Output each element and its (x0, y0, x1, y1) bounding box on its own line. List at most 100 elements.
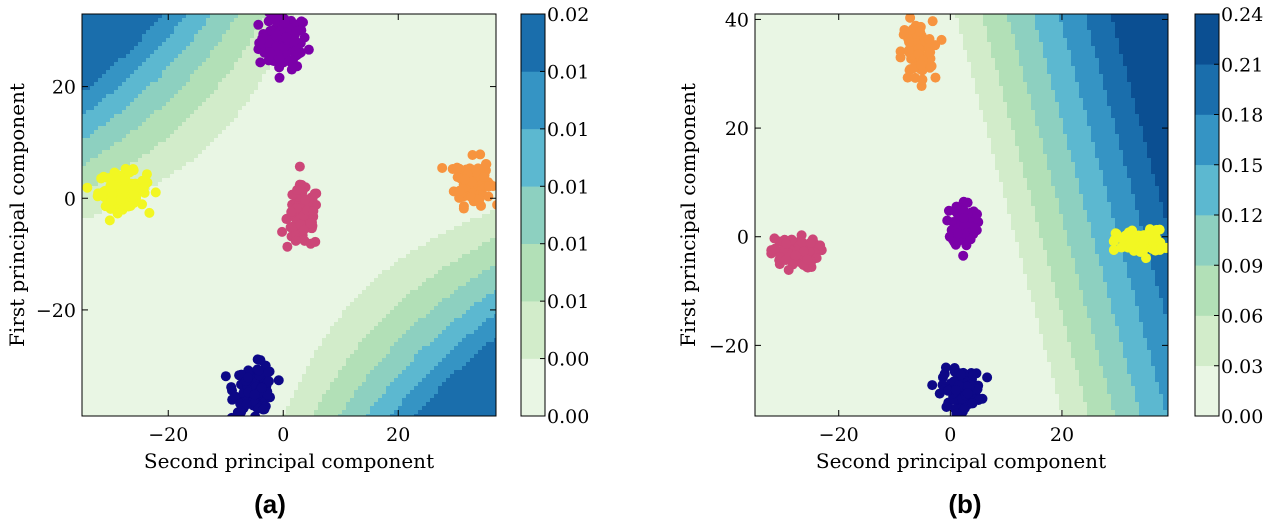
y-tick-label: −20 (36, 300, 76, 322)
y-tick-label: 20 (725, 118, 749, 140)
colorbar-segment (1195, 64, 1219, 115)
data-point (123, 201, 134, 212)
data-point (220, 371, 231, 382)
ticks-a: −20 0 20 −20 0 20 (36, 14, 496, 446)
data-point (97, 187, 108, 198)
data-point (781, 238, 792, 249)
colorbar-segment (1195, 315, 1219, 367)
data-point (770, 243, 781, 254)
cluster-b-2 (942, 196, 984, 261)
colorbar-segment (1195, 164, 1219, 216)
data-point (492, 199, 496, 210)
colorbar-tick-label: 0.00 (1221, 406, 1263, 428)
data-point (798, 246, 809, 257)
data-point (104, 215, 115, 226)
data-point (459, 174, 470, 185)
data-point (941, 401, 952, 412)
data-point (277, 226, 288, 237)
data-point (902, 72, 913, 83)
data-point (958, 250, 969, 261)
data-point (950, 239, 961, 250)
data-point (943, 205, 954, 216)
data-point (942, 215, 953, 226)
data-point (1108, 244, 1119, 255)
data-point (959, 403, 970, 414)
data-point (951, 408, 962, 416)
colorbar-tick-label: 0.02 (547, 4, 589, 26)
data-point (298, 224, 309, 235)
colorbar-segment (521, 301, 545, 359)
data-point (982, 372, 993, 383)
x-tick-label: −20 (819, 424, 859, 446)
data-point (930, 72, 941, 83)
data-point (263, 376, 274, 387)
data-point (300, 195, 311, 206)
data-point (790, 250, 801, 261)
data-point (257, 33, 268, 44)
data-point (466, 191, 477, 202)
data-point (291, 26, 302, 37)
data-point (273, 375, 284, 386)
data-point (310, 236, 321, 247)
data-point (236, 407, 247, 416)
data-point (309, 188, 320, 199)
x-axis-label-a: Second principal component (144, 449, 434, 473)
data-point (262, 389, 273, 400)
data-point (437, 162, 448, 173)
data-point (282, 241, 293, 252)
data-point (284, 56, 295, 67)
data-point (242, 372, 253, 383)
data-point (138, 182, 149, 193)
data-point (805, 237, 816, 248)
data-point (967, 398, 978, 409)
data-point (230, 391, 241, 402)
panel-label-a: (a) (254, 489, 286, 519)
colorbar-segment (521, 14, 545, 72)
data-point (970, 223, 981, 234)
data-point (904, 37, 915, 48)
x-tick-label: −20 (148, 424, 188, 446)
data-point (458, 203, 469, 214)
colorbar-segment (521, 71, 545, 130)
data-point (305, 218, 316, 229)
colorbar-tick-label: 0.12 (1221, 205, 1263, 227)
y-tick-label: 0 (737, 227, 749, 249)
data-point (256, 382, 267, 393)
data-point (1108, 236, 1119, 247)
cluster-b-1 (895, 14, 947, 92)
cluster-a-1 (253, 14, 314, 83)
data-point (250, 411, 261, 416)
cluster-a-2 (437, 149, 496, 214)
data-point (797, 237, 808, 248)
colorbar-segment (521, 243, 545, 302)
data-point (253, 19, 264, 30)
data-point (274, 72, 285, 83)
data-point (271, 31, 282, 42)
colorbar-tick-label: 0.15 (1221, 155, 1263, 177)
data-point (137, 199, 148, 210)
data-point (144, 207, 155, 218)
data-point (286, 206, 297, 217)
data-point (483, 181, 494, 192)
cluster-a-3 (82, 163, 161, 226)
data-point (128, 189, 139, 200)
x-tick-label: 0 (277, 424, 289, 446)
cluster-b-4 (1108, 224, 1168, 264)
x-tick-label: 0 (944, 424, 956, 446)
data-point (905, 14, 916, 23)
data-point (915, 26, 926, 37)
data-point (253, 365, 264, 376)
data-point (962, 197, 973, 208)
scatter-points-a (82, 14, 496, 416)
data-point (141, 169, 152, 180)
data-point (241, 399, 252, 410)
colorbar-tick-label: 0.01 (547, 176, 589, 198)
colorbar-tick-label: 0.00 (547, 406, 589, 428)
data-point (903, 45, 914, 56)
y-tick-label: 20 (52, 77, 76, 99)
data-point (926, 61, 937, 72)
data-point (286, 64, 297, 75)
data-point (478, 172, 489, 183)
data-point (924, 34, 935, 45)
